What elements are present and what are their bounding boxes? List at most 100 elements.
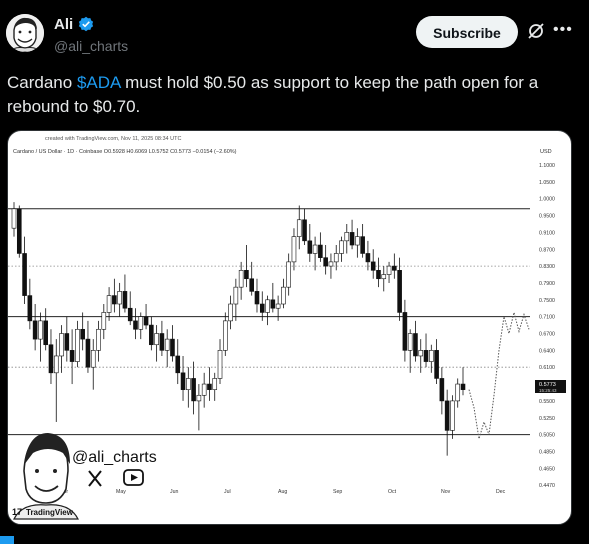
candle-body (402, 312, 408, 351)
candle-body (191, 378, 196, 402)
cashtag-link[interactable]: $ADA (76, 73, 121, 92)
candle-body (207, 383, 212, 390)
candle-body (349, 232, 355, 246)
y-tick-label: 0.8300 (539, 264, 555, 270)
candle-body (333, 253, 339, 263)
candle-body (392, 265, 397, 271)
candle-body (381, 274, 387, 280)
x-tick-label: Nov (441, 489, 451, 495)
candle-body (154, 333, 159, 346)
candle-body (418, 350, 424, 357)
candles (11, 202, 466, 456)
verified-badge-icon (78, 16, 94, 32)
candle-body (270, 299, 276, 309)
tradingview-logo: 17 TradingView (12, 507, 74, 517)
candle-body (360, 236, 365, 254)
current-price-tag (535, 380, 566, 393)
y-axis: 1.1000 1.0500 1.0000 0.9500 0.9100 0.8700 0.83… (539, 163, 555, 489)
candle-body (312, 244, 318, 254)
x-axis: AprMayJunJulAugSepOctNovDec (60, 489, 506, 495)
y-tick-label: 0.4470 (539, 483, 555, 489)
candle-body (228, 303, 233, 322)
tweet-text-before: Cardano (7, 73, 77, 92)
author-handle[interactable]: @ali_charts (54, 38, 129, 54)
watermark-avatar-icon (13, 433, 79, 520)
y-tick-label: 0.5500 (539, 399, 555, 405)
more-options-icon[interactable]: ••• (553, 21, 573, 38)
candle-body (302, 219, 307, 242)
candle-body (460, 383, 466, 390)
x-tick-label: Sep (333, 489, 342, 495)
subscribe-button[interactable]: Subscribe (416, 16, 518, 48)
candle-body (386, 265, 392, 275)
candle-body (444, 400, 450, 431)
candle-body (291, 236, 297, 263)
projection-line (468, 312, 530, 439)
candle-body (222, 320, 228, 351)
created-note: created with TradingView.com, Nov 11, 20… (45, 136, 181, 142)
level-lines (8, 208, 530, 436)
candle-body (11, 208, 17, 229)
grok-icon[interactable] (527, 22, 545, 40)
candle-body (106, 295, 112, 313)
x-tick-label: May (116, 489, 126, 495)
candle-body (175, 355, 181, 374)
candle-body (64, 333, 70, 351)
candle-body (370, 261, 376, 271)
watermark: @ali_charts (13, 433, 157, 520)
current-price-label: 0.5773 (539, 382, 556, 388)
candle-body (80, 328, 85, 340)
avatar[interactable] (6, 14, 44, 52)
candle-body (307, 240, 313, 254)
candle-body (434, 350, 439, 379)
y-tick-label: 0.5250 (539, 416, 555, 422)
candle-body (339, 240, 344, 254)
candle-body (275, 303, 281, 309)
candle-body (407, 333, 413, 351)
author-name[interactable]: Ali (54, 16, 74, 33)
candle-body (69, 350, 75, 362)
y-tick-label: 0.5050 (539, 433, 555, 439)
candle-body (180, 372, 186, 390)
candle-body (323, 257, 328, 267)
price-chart: created with TradingView.com, Nov 11, 20… (8, 136, 566, 520)
candle-body (75, 328, 80, 362)
candle-body (238, 270, 244, 288)
candle-body (244, 270, 249, 280)
candle-body (159, 333, 165, 351)
x-tick-label: Jun (170, 489, 178, 495)
candle-body (217, 350, 223, 379)
candle-body (296, 219, 302, 237)
y-tick-label: 1.1000 (539, 163, 555, 169)
candle-body (318, 244, 323, 258)
candle-body (201, 383, 207, 396)
y-tick-label: 0.4850 (539, 449, 555, 455)
y-tick-label: 0.7900 (539, 281, 555, 287)
symbol-info: Cardano / US Dollar · 1D · Coinbase O0.5… (13, 149, 237, 155)
y-tick-label: 0.6700 (539, 332, 555, 338)
candle-body (85, 338, 91, 368)
candle-body (265, 299, 270, 313)
candle-body (117, 291, 122, 305)
candle-body (127, 307, 133, 322)
candle-body (32, 320, 38, 340)
y-tick-label: 1.0000 (539, 197, 555, 203)
youtube-icon (123, 469, 144, 486)
tweet-text-after: must hold $0.50 as support to keep the p… (7, 73, 539, 116)
candle-body (53, 355, 59, 374)
candle-body (450, 400, 455, 431)
candle-body (413, 333, 418, 357)
tweet-media-chart[interactable]: created with TradingView.com, Nov 11, 20… (7, 130, 572, 525)
candle-body (149, 324, 154, 346)
avatar-face-icon (6, 14, 44, 52)
corner-badge (0, 536, 14, 544)
candle-body (43, 320, 48, 346)
candle-body (249, 278, 255, 292)
tradingview-brand: TradingView (26, 508, 74, 517)
x-tick-label: Oct (388, 489, 397, 495)
candle-body (112, 295, 117, 305)
y-tick-label: 0.7500 (539, 298, 555, 304)
y-tick-label: 1.0500 (539, 180, 555, 186)
y-tick-label: 0.9500 (539, 214, 555, 220)
watermark-handle: @ali_charts (72, 449, 157, 466)
